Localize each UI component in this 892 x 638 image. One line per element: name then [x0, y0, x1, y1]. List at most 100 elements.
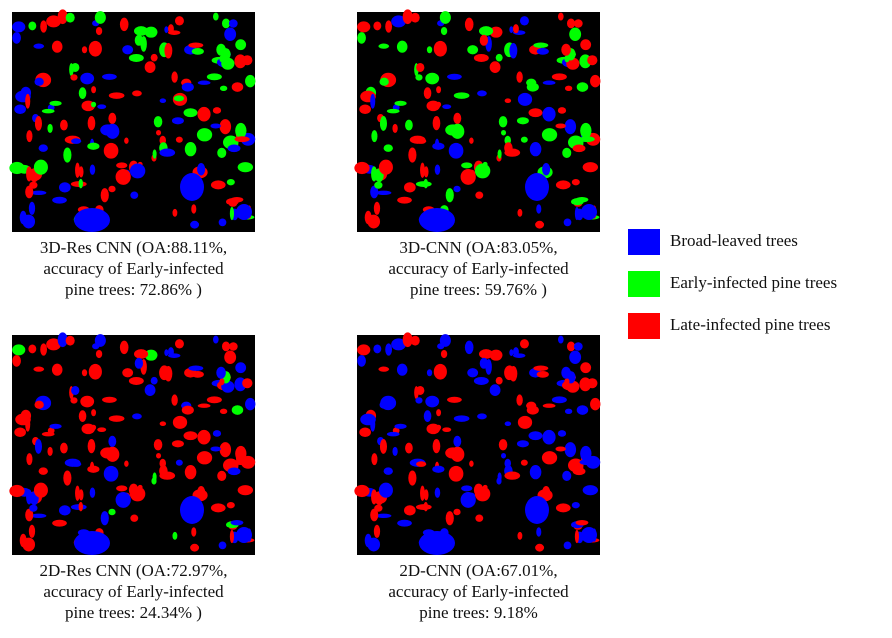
map-blob	[81, 369, 88, 377]
map-blob	[116, 485, 128, 492]
map-blob	[535, 220, 545, 229]
map-blob	[564, 378, 570, 386]
caption-line: pine trees: 24.34% )	[65, 603, 202, 622]
map-blob	[129, 486, 146, 502]
map-blob	[164, 26, 169, 34]
map-blob	[442, 104, 452, 110]
map-blob	[242, 378, 253, 389]
map-blob	[371, 453, 378, 466]
map-blob	[87, 115, 96, 131]
map-blob	[181, 405, 194, 415]
map-blob	[71, 385, 80, 395]
map-blob	[473, 376, 489, 385]
map-blob	[434, 164, 441, 175]
map-blob	[434, 487, 441, 498]
map-blob	[432, 438, 441, 454]
map-blob	[433, 363, 447, 380]
map-blob	[119, 340, 129, 355]
map-blob	[59, 182, 71, 193]
map-blob	[49, 423, 62, 429]
map-blob	[196, 128, 213, 142]
map-blob	[90, 101, 97, 108]
map-blob	[536, 371, 549, 378]
map-blob	[379, 116, 388, 131]
map-blob	[474, 486, 491, 502]
map-blob	[405, 442, 413, 454]
map-blob	[542, 429, 556, 445]
map-blob	[38, 467, 48, 475]
map-blob	[19, 210, 27, 225]
map-blob	[124, 460, 129, 467]
map-blob	[52, 196, 67, 204]
map-blob	[453, 92, 470, 99]
map-blob	[188, 365, 204, 371]
map-blob	[229, 206, 235, 221]
map-blob	[535, 543, 545, 552]
map-blob	[573, 19, 583, 28]
map-blob	[78, 501, 83, 512]
map-blob	[364, 210, 372, 225]
map-blob	[235, 362, 247, 374]
map-blob	[124, 137, 129, 144]
map-blob	[34, 77, 44, 86]
map-blob	[453, 508, 461, 516]
map-blob	[180, 173, 204, 201]
map-blob	[134, 349, 149, 359]
map-blob	[460, 491, 476, 508]
map-blob	[572, 467, 586, 476]
map-blob	[164, 43, 173, 59]
map-blob	[574, 206, 580, 221]
map-blob	[129, 163, 146, 179]
map-blob	[219, 442, 232, 458]
map-blob	[416, 138, 427, 144]
map-blob	[370, 508, 379, 522]
map-blob	[448, 465, 464, 482]
map-blob	[60, 442, 68, 454]
map-blob	[63, 470, 72, 486]
map-blob	[516, 117, 529, 125]
map-blob	[562, 470, 572, 481]
map-blob	[378, 482, 393, 498]
map-blob	[495, 53, 503, 62]
caption-line: pine trees: 9.18%	[419, 603, 538, 622]
map-blob	[419, 208, 455, 232]
map-blob	[25, 508, 34, 522]
map-blob	[373, 524, 381, 538]
map-blob	[95, 349, 103, 359]
map-blob	[542, 80, 556, 85]
map-blob	[184, 141, 197, 157]
map-blob	[80, 72, 95, 85]
map-blob	[75, 162, 80, 178]
map-blob	[371, 130, 378, 143]
map-blob	[183, 431, 198, 441]
map-blob	[144, 26, 158, 38]
map-blob	[171, 394, 178, 406]
map-blob	[561, 43, 571, 56]
map-blob	[95, 26, 103, 36]
map-blob	[533, 365, 549, 371]
map-blob	[439, 334, 451, 347]
map-blob	[475, 514, 484, 522]
caption-line: 2D-Res CNN (OA:72.97%,	[40, 561, 228, 580]
map-blob	[212, 12, 219, 21]
map-blob	[74, 531, 110, 555]
map-blob	[224, 27, 237, 41]
map-blob	[509, 366, 518, 382]
map-blob	[29, 181, 38, 189]
legend-label: Late-infected pine trees	[670, 315, 830, 334]
legend-label: Broad-leaved trees	[670, 231, 798, 250]
map-blob	[78, 410, 87, 422]
map-blob	[171, 71, 178, 83]
map-blob	[526, 405, 539, 415]
legend-swatch	[628, 229, 660, 255]
map-blob	[144, 349, 158, 361]
map-blob	[159, 471, 176, 480]
map-blob	[212, 335, 219, 344]
map-blob	[34, 400, 44, 409]
map-blob	[580, 362, 592, 374]
map-blob	[402, 332, 413, 348]
map-blob	[376, 190, 392, 196]
map-blob	[440, 26, 448, 36]
map-blob	[26, 130, 33, 143]
map-blob	[173, 95, 185, 102]
